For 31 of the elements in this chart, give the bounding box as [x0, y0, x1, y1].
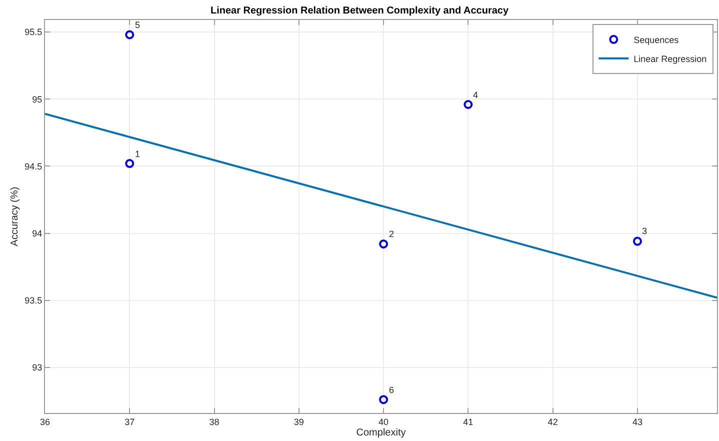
y-tick-label: 93.5 [24, 295, 42, 306]
legend-label: Linear Regression [634, 54, 707, 64]
annotation: 3 [642, 226, 648, 236]
y-tick-label: 94.5 [24, 161, 42, 172]
x-tick-label: 42 [548, 416, 558, 427]
x-tick-label: 41 [463, 416, 474, 427]
annotation: 5 [135, 20, 140, 30]
annotation: 2 [389, 229, 394, 239]
point [464, 100, 473, 109]
y-tick-label: 94 [32, 228, 42, 238]
x-tick-label: 36 [40, 416, 50, 427]
chart-title: Linear Regression Relation Between Complexity and Accuracy [210, 6, 509, 17]
y-tick-label: 95 [32, 94, 42, 104]
point [379, 240, 388, 248]
point [632, 236, 642, 246]
x-tick-label: 39 [294, 416, 304, 427]
y-tick-label: 95.5 [24, 27, 42, 38]
annotation: 6 [389, 385, 394, 395]
point [125, 159, 134, 168]
x-axis-title: Complexity [356, 427, 406, 438]
point [125, 30, 134, 40]
legend-label: Sequences [634, 34, 680, 45]
y-axis-title: Accuracy (%) [10, 186, 21, 246]
annotation: 4 [473, 90, 478, 100]
x-tick-label: 38 [209, 416, 220, 427]
x-tick-label: 43 [632, 416, 642, 427]
point [379, 395, 388, 404]
x-tick-label: 40 [378, 416, 389, 427]
y-tick-label: 93 [32, 362, 42, 373]
annotation: 1 [135, 149, 140, 159]
x-tick-label: 37 [124, 416, 135, 427]
